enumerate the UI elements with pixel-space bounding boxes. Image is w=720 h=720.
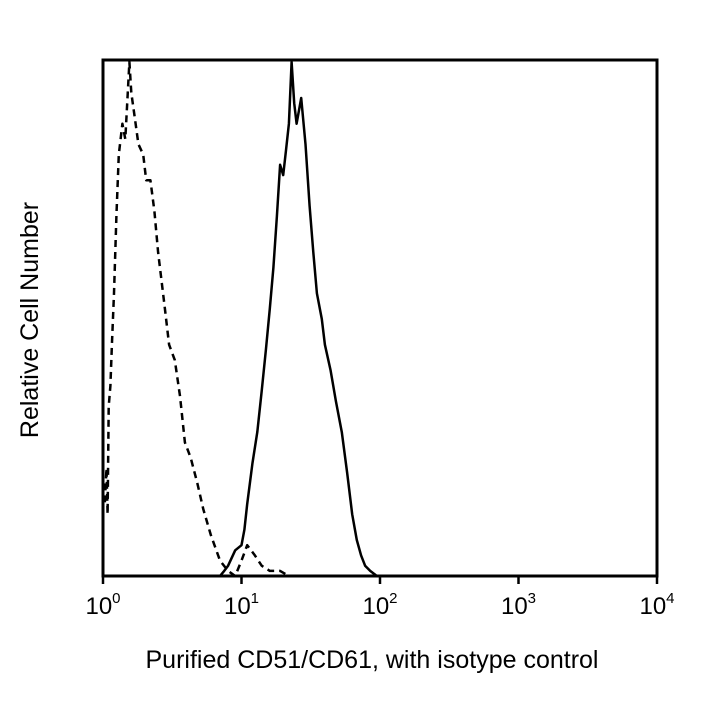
plot-frame: [101, 58, 659, 578]
y-axis-title: Relative Cell Number: [16, 202, 44, 438]
x-tick-label: 104: [639, 590, 674, 620]
x-tick-label: 103: [501, 590, 536, 620]
series-layer: [101, 60, 378, 578]
x-tick-label: 100: [85, 590, 120, 620]
cd51-cd61-histogram-line: [219, 60, 378, 577]
x-axis-title: Purified CD51/CD61, with isotype control: [146, 646, 599, 674]
x-tick-label: 102: [362, 590, 397, 620]
x-axis-ticks: 100 101 102 103 104: [85, 576, 675, 620]
isotype-control-histogram-line: [101, 60, 302, 578]
x-tick-label: 101: [224, 590, 259, 620]
